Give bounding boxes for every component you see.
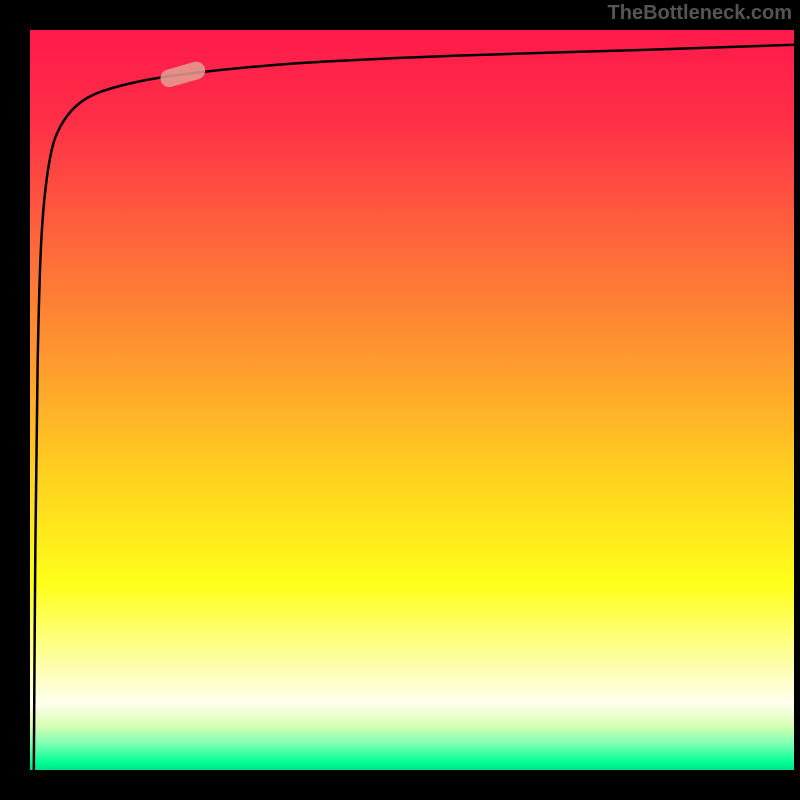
plot-background bbox=[30, 30, 794, 770]
chart-container: TheBottleneck.com bbox=[0, 0, 800, 800]
chart-svg bbox=[0, 0, 800, 800]
attribution-text: TheBottleneck.com bbox=[608, 2, 792, 25]
